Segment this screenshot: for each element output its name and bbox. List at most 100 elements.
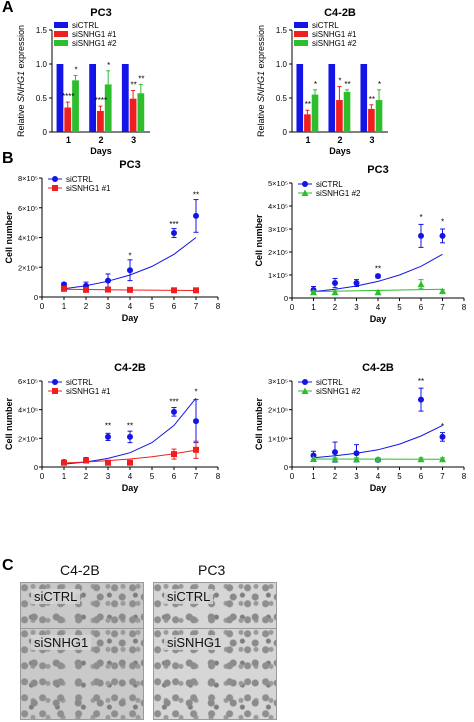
significance-label: * xyxy=(107,61,110,70)
y-tick-label: 0 xyxy=(34,293,38,302)
x-tick-label: 1 xyxy=(311,303,316,312)
y-tick-label: 6×10⁵ xyxy=(18,377,38,386)
x-tick-label: 2 xyxy=(84,302,89,311)
x-tick-label: 0 xyxy=(290,303,295,312)
x-tick-label: 4 xyxy=(128,472,133,481)
significance-label: * xyxy=(441,422,444,431)
x-tick-label: 6 xyxy=(419,472,424,481)
x-tick-label: 5 xyxy=(150,302,155,311)
y-tick-label: 0.5 xyxy=(36,94,48,103)
y-axis-label: Cell number xyxy=(254,398,264,451)
x-tick-label: 1 xyxy=(62,302,67,311)
point xyxy=(439,455,446,463)
significance-label: * xyxy=(441,217,444,226)
bar xyxy=(375,100,383,132)
point xyxy=(193,212,199,219)
x-tick-label: 7 xyxy=(194,472,199,481)
point xyxy=(332,280,338,287)
significance-label: ** xyxy=(105,421,111,430)
y-tick-label: 6×10⁵ xyxy=(18,204,38,213)
point xyxy=(83,457,89,464)
point xyxy=(105,277,111,284)
x-tick-label: 0 xyxy=(290,472,295,481)
legend-label: siSNHG1 #2 xyxy=(312,39,357,48)
point xyxy=(83,286,89,293)
chart-title: PC3 xyxy=(90,7,111,19)
significance-label: * xyxy=(194,388,197,397)
legend-label: siCTRL xyxy=(316,180,343,189)
x-tick-label: 8 xyxy=(216,472,221,481)
point xyxy=(52,388,58,394)
significance-label: * xyxy=(128,251,131,260)
y-tick-label: 2×10⁵ xyxy=(18,434,38,443)
y-tick-label: 1×10⁵ xyxy=(268,434,288,443)
point xyxy=(331,288,339,296)
micrograph-pc3-sisnhg1: siSNHG1 xyxy=(153,628,277,720)
x-tick-label: 6 xyxy=(172,302,177,311)
x-tick-label: 5 xyxy=(150,472,155,481)
charts-canvas: 0 0.5 1.0 1.5 PC3 Days Relative SNHG1 expressi… xyxy=(4,7,467,493)
legend-label: siSNHG1 #1 xyxy=(312,30,357,39)
x-tick-label: 0 xyxy=(40,302,45,311)
point xyxy=(353,455,360,463)
significance-label: *** xyxy=(169,220,178,229)
x-axis-label: Day xyxy=(122,483,139,493)
significance-label: ** xyxy=(418,377,424,386)
x-tick-label: 6 xyxy=(172,472,177,481)
significance-label: * xyxy=(378,80,381,89)
x-tick-label: 6 xyxy=(419,303,424,312)
point xyxy=(374,455,382,463)
y-tick-label: 3×10⁵ xyxy=(268,225,288,234)
micrograph-label: siSNHG1 xyxy=(31,635,92,650)
x-tick-label: 2 xyxy=(333,303,338,312)
point xyxy=(193,446,199,453)
point xyxy=(52,176,58,182)
x-tick-label: 8 xyxy=(462,472,467,481)
bar xyxy=(121,64,129,132)
bar xyxy=(56,64,64,132)
legend-label: siCTRL xyxy=(312,21,339,30)
legend-label: siSNHG1 #2 xyxy=(316,387,361,396)
point xyxy=(52,379,58,385)
significance-label: * xyxy=(338,76,341,85)
x-tick-label: 3 xyxy=(369,135,374,145)
x-tick-label: 1 xyxy=(305,135,310,145)
y-tick-label: 3×10⁵ xyxy=(268,377,288,386)
x-tick-label: 5 xyxy=(397,472,402,481)
bar xyxy=(97,110,104,132)
y-tick-label: 0 xyxy=(283,128,288,137)
bar xyxy=(296,64,304,132)
point xyxy=(439,287,446,295)
significance-label: ** xyxy=(375,265,381,274)
bar-chart-0: 0 0.5 1.0 1.5 PC3 Days Relative SNHG1 expressi… xyxy=(16,7,150,156)
y-tick-label: 4×10⁵ xyxy=(268,202,288,211)
x-tick-label: 1 xyxy=(62,472,67,481)
point xyxy=(127,286,133,293)
y-tick-label: 8×10⁵ xyxy=(18,174,38,183)
legend-swatch xyxy=(54,31,68,37)
x-axis-label: Day xyxy=(370,483,387,493)
point xyxy=(301,387,309,394)
significance-label: **** xyxy=(95,96,107,105)
point xyxy=(418,232,424,239)
y-tick-label: 1.5 xyxy=(36,26,48,35)
point xyxy=(417,455,425,463)
x-axis-label: Days xyxy=(90,146,112,156)
point xyxy=(439,433,446,440)
significance-label: ** xyxy=(130,81,136,90)
legend-label: siCTRL xyxy=(66,378,93,387)
x-tick-label: 8 xyxy=(462,303,467,312)
legend-swatch xyxy=(54,40,68,46)
y-axis-label: Cell number xyxy=(4,398,14,451)
bar-chart-1: 0 0.5 1.0 1.5 C4-2B Days Relative SNHG1 expres… xyxy=(256,7,388,156)
micrograph-c42b-sisnhg1: siSNHG1 xyxy=(20,628,144,720)
y-axis-label: Relative SNHG1 expression xyxy=(256,25,266,137)
bar xyxy=(89,64,97,132)
legend-label: siCTRL xyxy=(316,378,343,387)
y-tick-label: 1.0 xyxy=(36,60,48,69)
chart-title: C4-2B xyxy=(362,362,394,374)
point xyxy=(375,273,381,280)
point xyxy=(171,451,177,458)
point xyxy=(417,280,425,288)
y-axis-label: Cell number xyxy=(254,214,264,267)
